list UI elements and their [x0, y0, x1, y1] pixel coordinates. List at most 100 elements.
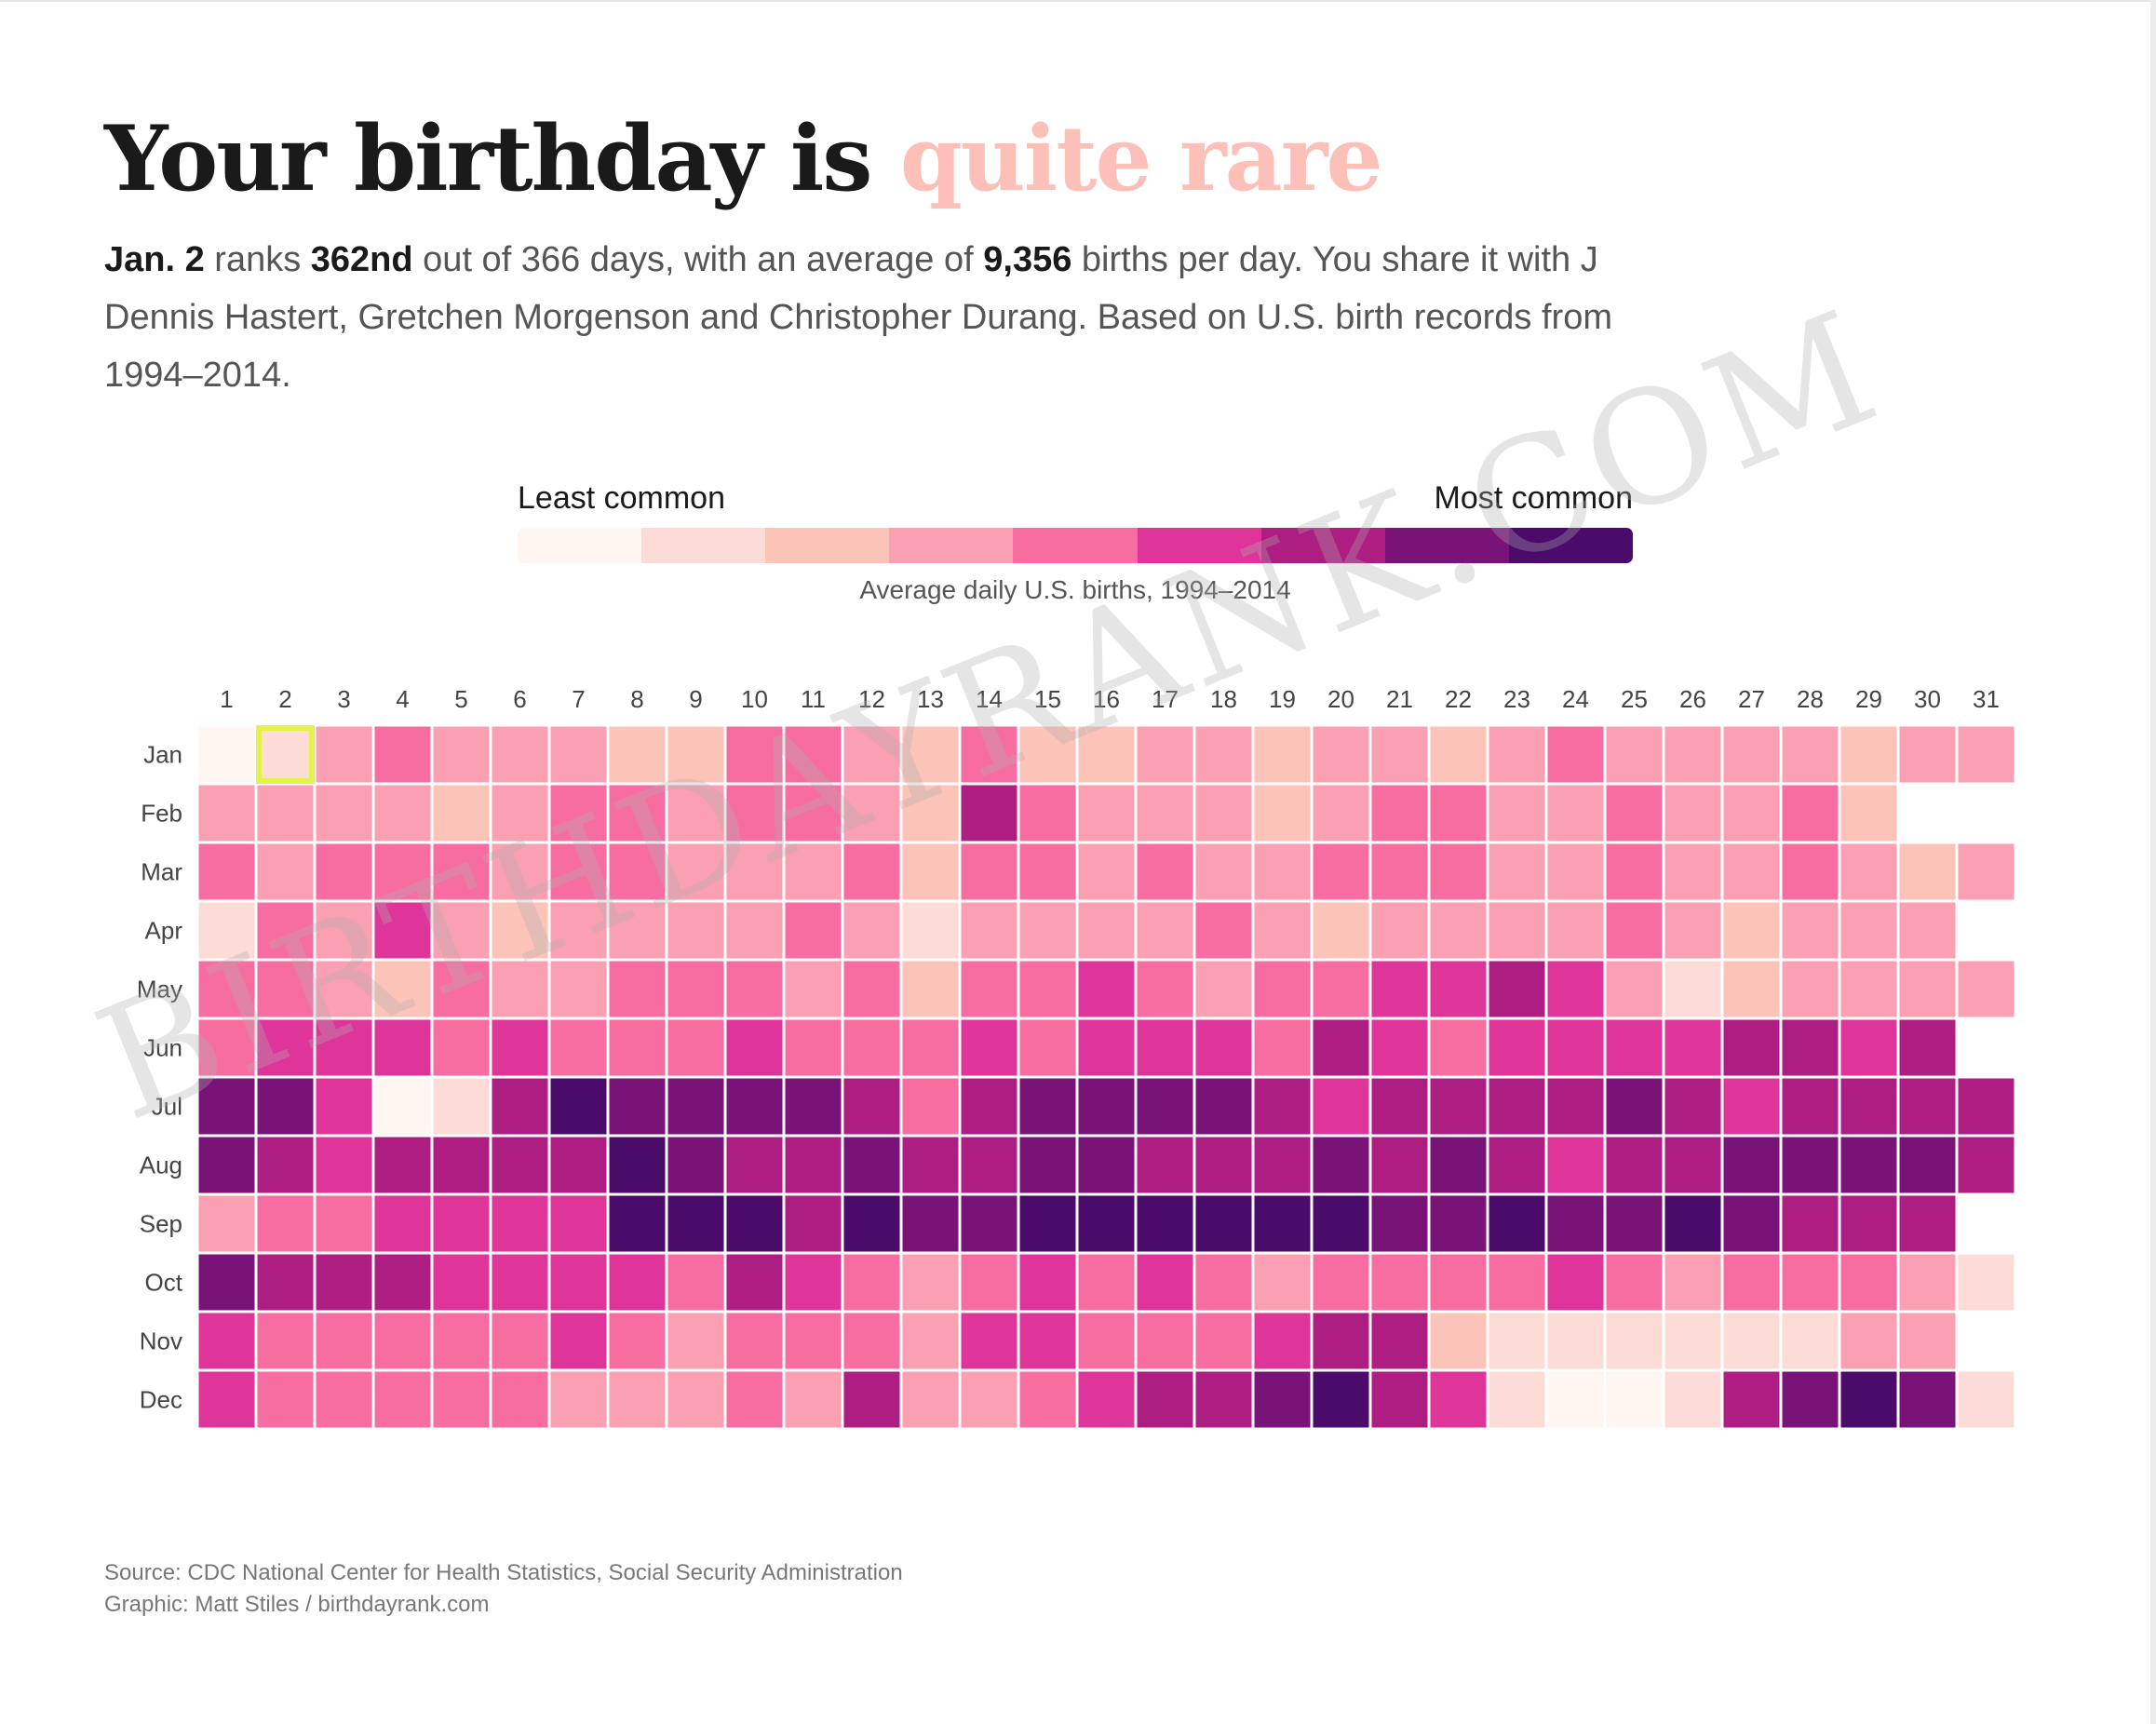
heatmap-cell[interactable] [1955, 958, 2017, 1020]
heatmap-cell[interactable] [1017, 723, 1079, 786]
heatmap-cell[interactable] [313, 1192, 375, 1255]
heatmap-cell[interactable] [1427, 841, 1489, 903]
heatmap-cell[interactable] [1368, 1075, 1431, 1138]
heatmap-cell[interactable] [1075, 1075, 1138, 1138]
heatmap-cell[interactable] [1779, 723, 1841, 786]
heatmap-cell[interactable] [665, 782, 727, 844]
heatmap-cell[interactable] [1838, 1192, 1900, 1255]
heatmap-cell[interactable] [254, 1134, 317, 1196]
heatmap-cell[interactable] [254, 782, 317, 844]
heatmap-cell[interactable] [1603, 1251, 1665, 1313]
heatmap-cell[interactable] [489, 782, 551, 844]
heatmap-cell[interactable] [430, 1368, 492, 1431]
heatmap-cell[interactable] [665, 1368, 727, 1431]
heatmap-cell[interactable] [1779, 841, 1841, 903]
heatmap-cell[interactable] [1134, 782, 1196, 844]
heatmap-cell[interactable] [841, 1192, 903, 1255]
heatmap-cell[interactable] [371, 958, 434, 1020]
heatmap-cell[interactable] [1251, 1310, 1314, 1372]
heatmap-cell[interactable] [1779, 782, 1841, 844]
heatmap-cell[interactable] [1075, 1251, 1138, 1313]
heatmap-cell[interactable] [1955, 1251, 2017, 1313]
heatmap-cell[interactable] [489, 1075, 551, 1138]
heatmap-cell[interactable] [1486, 1075, 1548, 1138]
heatmap-cell[interactable] [841, 1134, 903, 1196]
heatmap-cell[interactable] [1486, 1251, 1548, 1313]
heatmap-cell[interactable] [1779, 1251, 1841, 1313]
heatmap-cell[interactable] [1896, 1192, 1959, 1255]
heatmap-cell[interactable] [430, 1192, 492, 1255]
heatmap-cell[interactable] [1720, 723, 1783, 786]
heatmap-cell[interactable] [1251, 1251, 1314, 1313]
heatmap-cell[interactable] [1368, 1310, 1431, 1372]
heatmap-cell[interactable] [841, 1368, 903, 1431]
heatmap-cell[interactable] [1017, 1251, 1079, 1313]
heatmap-cell[interactable] [1544, 1192, 1607, 1255]
heatmap-cell[interactable] [723, 723, 786, 786]
heatmap-cell[interactable] [1544, 1075, 1607, 1138]
heatmap-cell[interactable] [1955, 841, 2017, 903]
heatmap-cell[interactable] [1896, 723, 1959, 786]
heatmap-cell[interactable] [723, 1075, 786, 1138]
heatmap-cell[interactable] [958, 1017, 1020, 1079]
heatmap-cell[interactable] [1193, 1075, 1255, 1138]
heatmap-cell[interactable] [547, 899, 610, 962]
heatmap-cell[interactable] [1896, 1134, 1959, 1196]
heatmap-cell[interactable] [1310, 1017, 1372, 1079]
heatmap-cell[interactable] [430, 958, 492, 1020]
heatmap-cell[interactable] [958, 1075, 1020, 1138]
heatmap-cell[interactable] [606, 1075, 668, 1138]
heatmap-cell[interactable] [254, 1017, 317, 1079]
heatmap-cell[interactable] [313, 782, 375, 844]
heatmap-cell[interactable] [1251, 1134, 1314, 1196]
heatmap-cell[interactable] [1662, 1017, 1724, 1079]
heatmap-cell[interactable] [1368, 723, 1431, 786]
heatmap-cell[interactable] [254, 1310, 317, 1372]
heatmap-cell[interactable] [665, 899, 727, 962]
heatmap-cell[interactable] [1838, 1368, 1900, 1431]
heatmap-cell[interactable] [1662, 841, 1724, 903]
heatmap-cell[interactable] [1603, 899, 1665, 962]
heatmap-cell[interactable] [1251, 1368, 1314, 1431]
heatmap-cell[interactable] [899, 841, 962, 903]
heatmap-cell[interactable] [1662, 1310, 1724, 1372]
heatmap-cell[interactable] [547, 1134, 610, 1196]
heatmap-cell[interactable] [723, 958, 786, 1020]
heatmap-cell[interactable] [1017, 958, 1079, 1020]
heatmap-cell[interactable] [1427, 899, 1489, 962]
heatmap-cell[interactable] [1251, 723, 1314, 786]
heatmap-cell[interactable] [371, 1310, 434, 1372]
heatmap-cell[interactable] [547, 1251, 610, 1313]
heatmap-cell[interactable] [1251, 899, 1314, 962]
heatmap-cell[interactable] [1779, 1075, 1841, 1138]
heatmap-cell[interactable] [665, 1192, 727, 1255]
heatmap-cell[interactable] [1368, 1192, 1431, 1255]
heatmap-cell[interactable] [1779, 1134, 1841, 1196]
heatmap-cell[interactable] [723, 1134, 786, 1196]
heatmap-cell[interactable] [371, 899, 434, 962]
heatmap-cell[interactable] [899, 723, 962, 786]
heatmap-cell[interactable] [430, 723, 492, 786]
heatmap-cell[interactable] [723, 1310, 786, 1372]
heatmap-cell[interactable] [1017, 782, 1079, 844]
heatmap-cell[interactable] [1486, 958, 1548, 1020]
heatmap-cell[interactable] [1720, 1192, 1783, 1255]
heatmap-cell[interactable] [782, 1310, 844, 1372]
heatmap-cell[interactable] [1368, 899, 1431, 962]
heatmap-cell[interactable] [782, 958, 844, 1020]
heatmap-cell[interactable] [899, 1017, 962, 1079]
heatmap-cell[interactable] [723, 899, 786, 962]
heatmap-cell[interactable] [195, 1134, 258, 1196]
heatmap-cell[interactable] [782, 899, 844, 962]
heatmap-cell[interactable] [254, 1251, 317, 1313]
heatmap-cell[interactable] [1720, 782, 1783, 844]
heatmap-cell[interactable] [665, 1310, 727, 1372]
heatmap-cell[interactable] [1779, 1017, 1841, 1079]
heatmap-cell[interactable] [782, 1075, 844, 1138]
heatmap-cell[interactable] [1134, 1251, 1196, 1313]
heatmap-cell[interactable] [1193, 1134, 1255, 1196]
heatmap-cell[interactable] [1486, 841, 1548, 903]
heatmap-cell[interactable] [606, 782, 668, 844]
heatmap-cell[interactable] [195, 1368, 258, 1431]
heatmap-cell[interactable] [1603, 1310, 1665, 1372]
